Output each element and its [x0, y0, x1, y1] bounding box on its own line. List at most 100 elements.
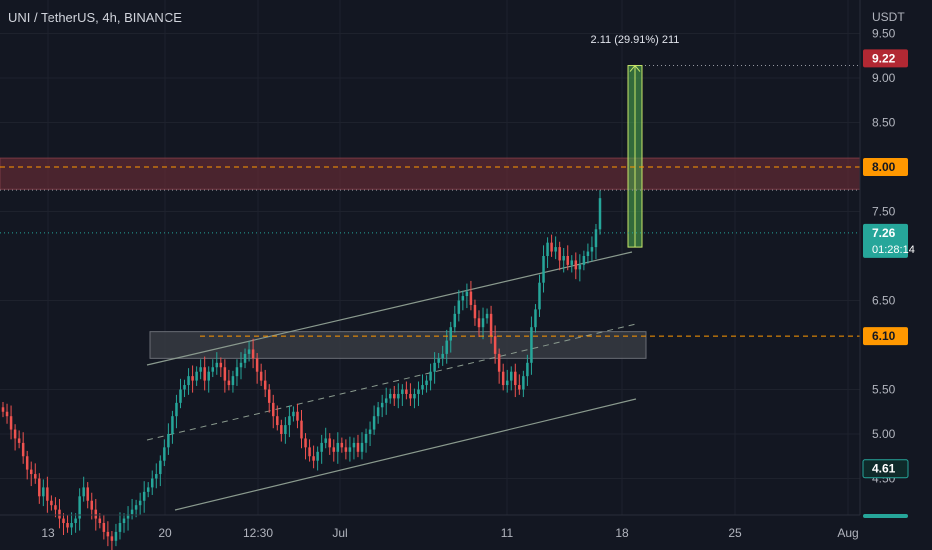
candle-body: [514, 371, 517, 386]
time-axis[interactable]: 13 20 12:30 Jul 11 18 25 Aug: [0, 514, 860, 540]
candle-body: [62, 518, 65, 523]
candle-body: [586, 251, 590, 256]
candle-body: [562, 256, 565, 261]
time-tick-label: Jul: [332, 526, 347, 540]
candle-body: [251, 349, 255, 359]
candle-body: [187, 376, 190, 386]
candle-body: [304, 438, 307, 448]
price-badge: [862, 459, 909, 479]
price-zones: [0, 157, 861, 359]
candle-body: [328, 438, 331, 448]
candle-body: [183, 385, 186, 390]
candle-body: [199, 367, 202, 372]
candle-body: [332, 447, 336, 452]
price-badge-label: 6.10: [872, 329, 896, 343]
candle-body: [13, 429, 17, 439]
candle-body: [312, 456, 315, 461]
candle-body: [397, 393, 400, 399]
candle-body: [401, 389, 404, 394]
candle-body: [203, 367, 206, 381]
candle-body: [578, 264, 582, 270]
candle-body: [227, 380, 231, 386]
candle-body: [413, 393, 416, 399]
candle-body: [409, 393, 412, 399]
candle-body: [175, 402, 178, 417]
candle-body: [9, 416, 13, 430]
candle-body: [352, 442, 356, 448]
candle-body: [90, 500, 93, 510]
price-badge-label: 4.61: [872, 462, 896, 476]
candle-body: [106, 531, 110, 537]
candle-body: [259, 371, 263, 381]
candle-body: [272, 402, 275, 417]
candle-body: [449, 327, 453, 341]
candle-body: [388, 393, 392, 399]
candle-body: [384, 398, 388, 403]
candle-body: [405, 389, 408, 394]
candle-body: [594, 229, 598, 248]
candle-body: [348, 447, 352, 452]
candle-body: [437, 358, 440, 363]
candle-body: [280, 425, 283, 434]
price-badge: [863, 223, 908, 258]
candle-body: [530, 327, 533, 363]
candle-body: [340, 442, 344, 448]
channel-lower-line: [174, 398, 637, 511]
candle-body: [417, 389, 420, 394]
candle-body: [58, 509, 61, 519]
candle-body: [501, 371, 505, 386]
measure-label: 2.11 (29.91%) 211: [591, 34, 680, 46]
candle-body: [360, 442, 364, 452]
candle-body: [538, 282, 541, 310]
candle-body: [247, 349, 251, 354]
candle-body: [142, 491, 146, 501]
candle-body: [219, 362, 223, 368]
candle-body: [372, 416, 376, 430]
candle-body: [223, 367, 227, 381]
candle-body: [74, 518, 77, 523]
candle-body: [554, 247, 557, 252]
candle-body: [505, 380, 509, 386]
candle-body: [477, 318, 481, 328]
candle-body: [122, 518, 126, 523]
candle-body: [146, 487, 150, 492]
chart-title: UNI / TetherUS, 4h, BINANCE: [8, 10, 182, 25]
candle-body: [263, 380, 267, 390]
candle-body: [29, 469, 33, 475]
price-badge: [863, 158, 908, 176]
price-badge-label: 7.26: [872, 226, 896, 240]
candle-body: [518, 385, 521, 390]
candle-body: [34, 474, 37, 479]
candle-body: [546, 242, 549, 256]
candle-body: [195, 371, 198, 381]
candle-body: [114, 531, 118, 541]
candle-body: [50, 500, 53, 506]
candle-body: [110, 536, 114, 541]
candle-body: [445, 340, 448, 354]
candle-body: [481, 318, 485, 328]
candle-body: [179, 389, 182, 403]
candle-body: [118, 523, 122, 532]
candle-body: [510, 371, 513, 381]
candle-body: [465, 291, 469, 297]
candle-body: [316, 451, 319, 461]
price-tick-label: 5.00: [872, 427, 896, 441]
candle-body: [566, 256, 569, 265]
candle-body: [191, 376, 194, 381]
price-tick-label: 9.00: [872, 71, 896, 85]
trend-channel: [146, 251, 637, 511]
candle-body: [42, 487, 45, 497]
measure-tool[interactable]: 2.11 (29.91%) 211: [591, 34, 680, 248]
candle-body: [457, 300, 461, 314]
candle-body: [522, 376, 525, 390]
candle-body: [590, 247, 594, 252]
candle-body: [86, 487, 89, 501]
candle-body: [25, 456, 29, 470]
candle-body: [308, 447, 311, 457]
candle-body: [130, 509, 134, 515]
candle-body: [239, 362, 243, 368]
candle-body: [126, 514, 130, 519]
candle-body: [526, 362, 529, 377]
